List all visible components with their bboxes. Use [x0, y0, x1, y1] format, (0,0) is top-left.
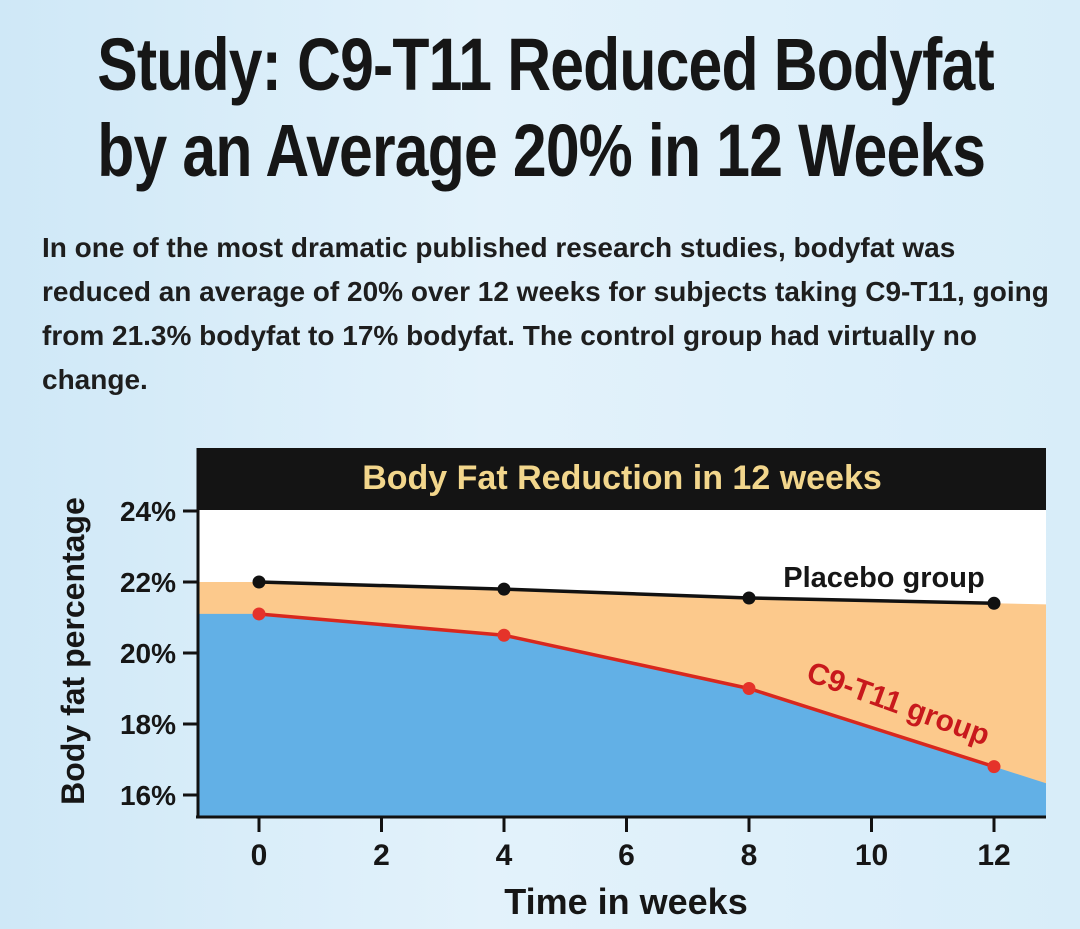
placebo-point-3 — [987, 596, 1001, 610]
y-axis-label: Body fat percentage — [55, 497, 91, 805]
x-tick-label-1: 2 — [373, 839, 390, 872]
y-tick-label-4: 24% — [120, 496, 176, 527]
c9-t11-line — [258, 612, 995, 769]
c9-t11-point-1 — [497, 628, 511, 642]
x-axis-label: Time in weeks — [504, 881, 747, 922]
x-tick-label-4: 8 — [741, 839, 758, 872]
placebo-line — [258, 580, 995, 606]
intro-paragraph: In one of the most dramatic published re… — [42, 232, 1049, 395]
x-axis-ticks: 0 2 4 6 8 10 12 — [251, 817, 1011, 872]
chart-title-bar — [198, 448, 1046, 510]
y-tick-label-0: 16% — [120, 780, 176, 811]
chart-container: Body Fat Reduction in 12 weeks 16% 18% 20%… — [0, 442, 1080, 929]
x-tick-label-3: 6 — [618, 839, 635, 872]
placebo-point-0 — [252, 575, 266, 589]
placebo-point-2 — [742, 591, 756, 605]
headline: Study: C9-T11 Reduced Bodyfat by an Aver… — [97, 22, 995, 194]
placebo-point-1 — [497, 582, 511, 596]
c9-t11-area — [198, 613, 1046, 817]
headline-line-2: by an Average 20% in 12 Weeks — [97, 109, 986, 192]
c9-t11-point-0 — [252, 607, 266, 621]
y-tick-label-3: 22% — [120, 567, 176, 598]
x-tick-label-0: 0 — [251, 839, 268, 872]
x-tick-label-6: 12 — [977, 839, 1010, 872]
y-tick-label-2: 20% — [120, 638, 176, 669]
placebo-series-label: Placebo group — [783, 562, 984, 594]
chart-title: Body Fat Reduction in 12 weeks — [362, 459, 882, 497]
body-fat-chart: Body Fat Reduction in 12 weeks 16% 18% 20%… — [55, 448, 1046, 922]
y-tick-label-1: 18% — [120, 709, 176, 740]
x-tick-label-5: 10 — [855, 839, 888, 872]
data-points — [252, 575, 1001, 774]
c9-t11-point-2 — [742, 682, 756, 695]
c9-t11-point-3 — [987, 760, 1001, 774]
x-tick-label-2: 4 — [496, 839, 513, 872]
headline-line-1: Study: C9-T11 Reduced Bodyfat — [97, 23, 995, 106]
y-axis-ticks: 16% 18% 20% 22% 24% — [120, 496, 198, 811]
